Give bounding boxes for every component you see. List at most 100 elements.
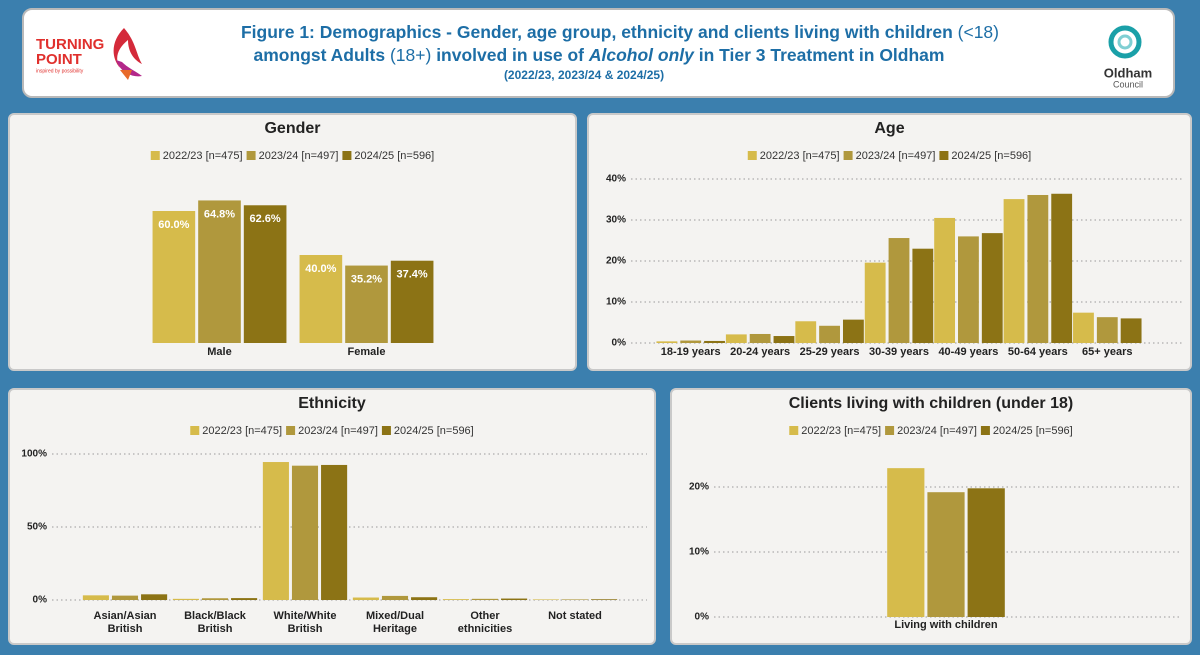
data-label: 60.0% — [158, 219, 189, 231]
bar — [1120, 318, 1142, 343]
legend-label: 2022/23 [n=475] — [163, 150, 243, 162]
logo-text: POINT — [36, 51, 82, 68]
y-tick-label: 10% — [606, 297, 626, 308]
legend-swatch — [381, 426, 391, 435]
bar — [680, 340, 702, 343]
x-tick-label: 25-29 years — [799, 346, 860, 358]
bar — [201, 598, 229, 600]
x-tick-label: 18-19 years — [660, 346, 721, 358]
y-tick-label: 20% — [606, 256, 626, 267]
bar — [591, 599, 618, 600]
header: TURNING POINT inspired by possibility Fi… — [22, 8, 1175, 98]
title-part: (18+) — [390, 45, 431, 65]
legend-swatch — [980, 426, 990, 435]
bar — [345, 265, 388, 343]
legend-swatch — [342, 151, 352, 160]
bar — [291, 465, 319, 600]
logo-text: TURNING — [36, 36, 104, 53]
legend-label: 2023/24 [n=497] — [259, 150, 339, 162]
bar — [795, 321, 817, 343]
bar — [471, 598, 499, 600]
y-tick-label: 30% — [606, 215, 626, 226]
header-graphic: TURNING POINT inspired by possibility Fi… — [36, 22, 1152, 90]
x-tick-label: Male — [207, 346, 232, 358]
bar — [381, 595, 409, 600]
legend-swatch — [789, 426, 799, 435]
bar — [390, 260, 434, 343]
chart: Gender 2022/23 [n=475] 2023/24 [n=497] 2024… — [150, 120, 434, 343]
bar — [352, 597, 379, 600]
bar — [501, 598, 528, 600]
x-tick-label: Other ethnicities — [457, 610, 513, 635]
y-tick-label: 0% — [612, 338, 627, 349]
bar — [819, 325, 840, 343]
data-label: 40.0% — [305, 263, 336, 275]
legend-label: 2022/23 [n=475] — [202, 425, 282, 437]
bar — [749, 333, 771, 343]
chart-title: Age — [874, 120, 904, 137]
legend-swatch — [843, 151, 853, 160]
bar — [561, 599, 589, 600]
bar — [1096, 317, 1118, 343]
bar — [912, 248, 934, 343]
title-part: Figure 1: Demographics - Gender, age gro… — [241, 22, 953, 42]
legend-swatch — [939, 151, 949, 160]
logo-ring — [1117, 34, 1133, 50]
y-tick-label: 100% — [21, 449, 47, 460]
subtitle: (2022/23, 2023/24 & 2024/25) — [504, 68, 664, 82]
bar — [981, 233, 1003, 343]
bar — [262, 462, 289, 600]
x-tick-label: 65+ years — [1082, 346, 1133, 358]
title-part: involved in use of — [436, 45, 584, 65]
logo-flame — [116, 60, 142, 77]
logo-flame — [113, 28, 142, 68]
title-line: amongst Adults (18+) involved in use of … — [254, 45, 945, 65]
bar — [141, 594, 168, 600]
bar — [1073, 312, 1094, 343]
bar — [198, 200, 241, 343]
bar — [82, 595, 109, 600]
x-tick-label: Black/Black British — [184, 610, 246, 635]
bar — [1027, 194, 1049, 343]
x-tick-label: Living with children — [894, 619, 998, 631]
legend-swatch — [286, 426, 296, 435]
bar — [934, 217, 956, 343]
y-tick-label: 0% — [33, 595, 48, 606]
bar — [532, 599, 559, 600]
chart-panel: Ethnicity 2022/23 [n=475] 2023/24 [n=497] 2… — [8, 388, 656, 645]
legend-swatch — [747, 151, 757, 160]
bar — [1003, 199, 1025, 343]
logo-flame — [120, 70, 132, 80]
bar — [152, 211, 196, 343]
bar — [887, 468, 925, 617]
data-label: 64.8% — [204, 208, 235, 220]
bar — [299, 255, 343, 343]
x-tick-label: Asian/Asian British — [93, 610, 157, 635]
legend-label: 2024/25 [n=596] — [394, 425, 474, 437]
title-line: Figure 1: Demographics - Gender, age gro… — [241, 22, 999, 42]
bar — [958, 236, 979, 343]
data-label: 35.2% — [351, 273, 382, 285]
chart-title: Ethnicity — [298, 395, 366, 412]
y-tick-label: 40% — [606, 174, 626, 185]
legend-swatch — [885, 426, 895, 435]
legend-label: 2022/23 [n=475] — [760, 150, 840, 162]
x-tick-label: White/White British — [273, 610, 337, 635]
chart-panel: Gender 2022/23 [n=475] 2023/24 [n=497] 2024… — [8, 113, 577, 371]
bar — [442, 599, 469, 600]
x-tick-label: Female — [347, 346, 386, 358]
x-tick-label: 20-24 years — [730, 346, 791, 358]
bar — [842, 319, 864, 343]
legend-label: 2024/25 [n=596] — [993, 425, 1073, 437]
bar — [243, 205, 287, 343]
logo-tagline: inspired by possibility — [36, 68, 84, 74]
bar — [704, 340, 725, 343]
bar — [864, 262, 886, 343]
legend-label: 2023/24 [n=497] — [298, 425, 378, 437]
legend-label: 2024/25 [n=596] — [354, 150, 434, 162]
chart-panel: Age 2022/23 [n=475] 2023/24 [n=497] 2024/25… — [587, 113, 1192, 371]
chart-panel: Clients living with children (under 18) 2… — [670, 388, 1192, 645]
chart: Clients living with children (under 18) 2… — [689, 395, 1182, 623]
x-tick-label: 40-49 years — [938, 346, 999, 358]
